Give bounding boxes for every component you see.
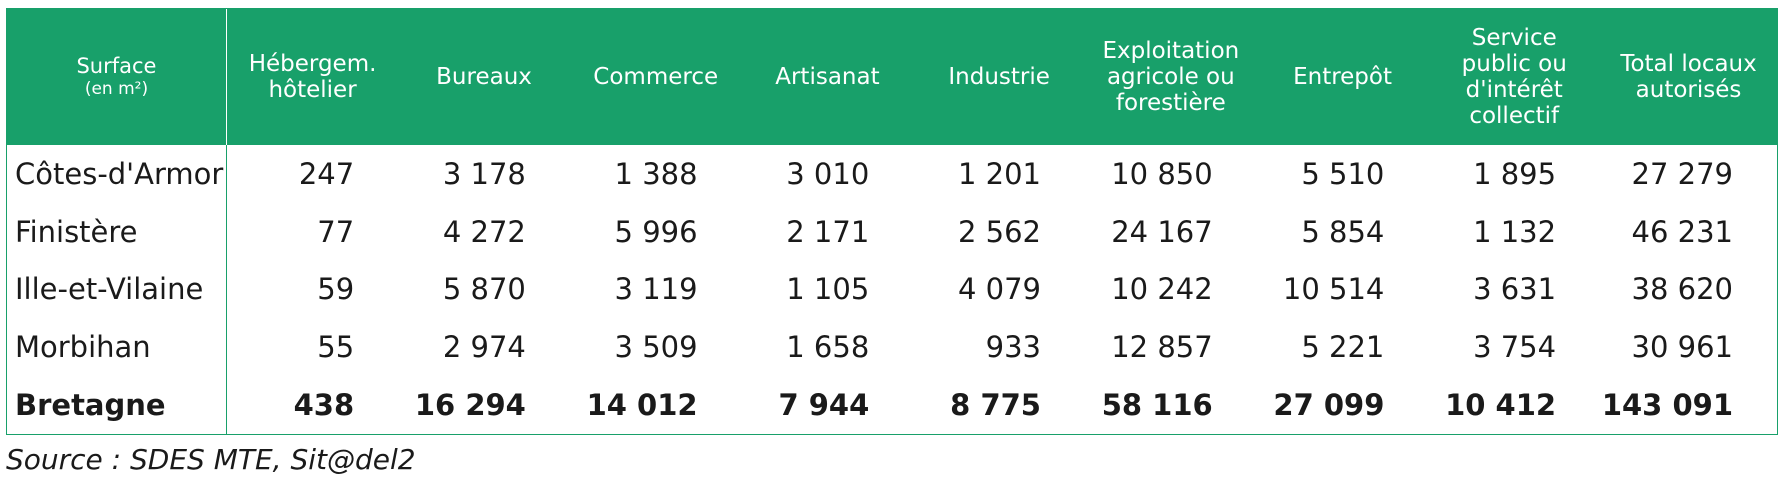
table-row: Morbihan 55 2 974 3 509 1 658 933 12 857 5 221 3…	[7, 318, 1777, 377]
table-cell: 46 231	[1631, 214, 1733, 249]
column-header: Hébergem. hôtelier	[226, 9, 398, 145]
table-row: Ille-et-Vilaine 59 5 870 3 119 1 105 4 079 10 …	[7, 260, 1777, 319]
table-cell: 77	[317, 214, 355, 249]
table-cell: 3 010	[786, 156, 870, 191]
column-header-line: collectif	[1469, 103, 1560, 129]
column-header-line: Artisanat	[775, 64, 880, 90]
table-cell: 247	[298, 156, 355, 191]
column-header-line: public ou	[1461, 51, 1567, 77]
table-cell: 3 509	[614, 330, 698, 365]
surface-unit: (en m²)	[84, 79, 149, 99]
table-cell: 10 242	[1111, 272, 1213, 307]
table-cell: 2 974	[442, 330, 526, 365]
table-row: Finistère 77 4 272 5 996 2 171 2 562 24 167 5 8…	[7, 202, 1777, 261]
table-cell: 3 754	[1473, 330, 1557, 365]
table-cell: 5 510	[1301, 156, 1385, 191]
table-cell: 30 961	[1631, 330, 1733, 365]
column-header: Exploitation agricole ou forestière	[1085, 9, 1257, 145]
table-cell: 5 996	[614, 214, 698, 249]
table-body: Côtes-d'Armor 247 3 178 1 388 3 010 1 201 10 8…	[7, 145, 1777, 434]
column-header-line: Service	[1471, 25, 1557, 51]
column-header-line: hôtelier	[268, 77, 357, 103]
table-cell: 5 870	[442, 272, 526, 307]
column-header-line: Industrie	[948, 64, 1050, 90]
table-cell: 438	[293, 388, 355, 423]
table-cell: 3 631	[1473, 272, 1557, 307]
region-name: Bretagne	[7, 376, 227, 434]
column-header-line: Entrepôt	[1293, 64, 1392, 90]
column-header: Service public ou d'intérêt collectif	[1428, 9, 1600, 145]
column-header-line: autorisés	[1635, 77, 1742, 103]
table-cell: 27 099	[1273, 388, 1385, 423]
region-name: Ille-et-Vilaine	[7, 260, 227, 319]
column-header-line: Bureaux	[436, 64, 532, 90]
column-header: Entrepôt	[1257, 9, 1429, 145]
table-cell: 8 775	[950, 388, 1041, 423]
table-cell: 58 116	[1101, 388, 1213, 423]
column-header-line: d'intérêt	[1465, 77, 1563, 103]
table-row: Côtes-d'Armor 247 3 178 1 388 3 010 1 201 10 8…	[7, 145, 1777, 203]
table-cell: 1 132	[1473, 214, 1557, 249]
source-note: Source : SDES MTE, Sit@del2	[6, 443, 416, 476]
table-cell: 3 119	[614, 272, 698, 307]
column-header-line: Total locaux	[1620, 51, 1757, 77]
table-cell: 12 857	[1111, 330, 1213, 365]
table-cell: 2 171	[786, 214, 870, 249]
column-header: Industrie	[913, 9, 1085, 145]
table-cell: 143 091	[1601, 388, 1733, 423]
region-name: Finistère	[7, 202, 227, 261]
total-row: Bretagne 438 16 294 14 012 7 944 8 775 58 116 2…	[7, 376, 1777, 434]
table-cell: 7 944	[778, 388, 870, 423]
table-cell: 27 279	[1631, 156, 1733, 191]
table-cell: 1 388	[614, 156, 698, 191]
column-header-line: Commerce	[593, 64, 719, 90]
region-name: Côtes-d'Armor	[7, 145, 227, 203]
column-header: Total locaux autorisés	[1600, 9, 1777, 145]
table-cell: 2 562	[957, 214, 1041, 249]
table-cell: 10 514	[1282, 272, 1385, 307]
table-cell: 59	[317, 272, 355, 307]
region-name: Morbihan	[7, 318, 227, 377]
table-cell: 24 167	[1111, 214, 1213, 249]
table-cell: 16 294	[414, 388, 526, 423]
column-header: Bureaux	[398, 9, 570, 145]
table-cell: 1 895	[1473, 156, 1557, 191]
table-cell: 1 201	[957, 156, 1041, 191]
column-header: Commerce	[570, 9, 742, 145]
table-cell: 5 854	[1301, 214, 1385, 249]
table-cell: 14 012	[586, 388, 698, 423]
column-header-line: agricole ou	[1106, 64, 1235, 90]
table-cell: 4 272	[442, 214, 526, 249]
surface-label: Surface	[76, 54, 157, 78]
table-cell: 3 178	[442, 156, 526, 191]
column-header: Artisanat	[742, 9, 914, 145]
table-cell: 4 079	[957, 272, 1041, 307]
table-cell: 55	[317, 330, 355, 365]
header-row: Surface (en m²) Hébergem. hôtelier Bureaux…	[7, 9, 1777, 145]
table-cell: 10 412	[1445, 388, 1557, 423]
table-cell: 933	[985, 330, 1041, 365]
header-surface: Surface (en m²)	[7, 9, 227, 145]
table-cell: 38 620	[1631, 272, 1733, 307]
table-cell: 1 105	[786, 272, 870, 307]
column-header-line: Hébergem.	[248, 51, 377, 77]
table-cell: 1 658	[786, 330, 870, 365]
table-cell: 10 850	[1111, 156, 1213, 191]
column-header-line: forestière	[1115, 90, 1226, 116]
table-cell: 5 221	[1301, 330, 1385, 365]
data-table-container: Surface (en m²) Hébergem. hôtelier Bureaux…	[6, 8, 1778, 435]
column-header-line: Exploitation	[1102, 38, 1240, 64]
surface-table: Surface (en m²) Hébergem. hôtelier Bureaux…	[7, 9, 1777, 434]
